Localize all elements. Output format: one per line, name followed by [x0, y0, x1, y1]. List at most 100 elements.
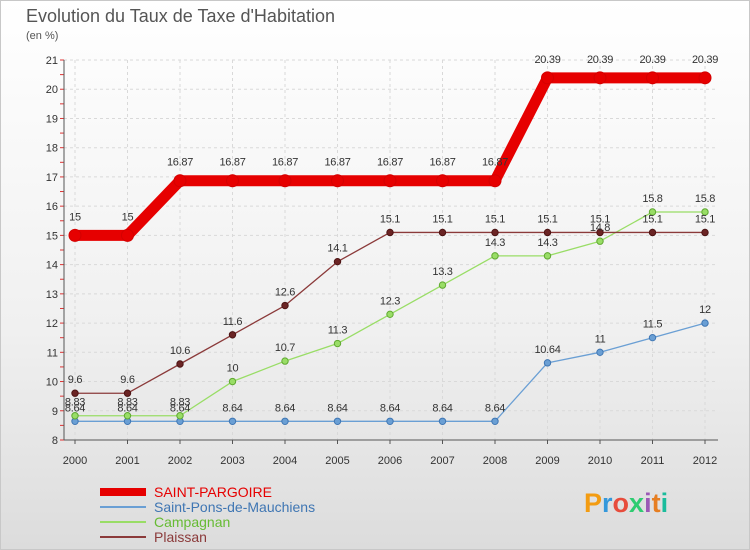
data-point — [596, 228, 604, 237]
data-point — [386, 417, 394, 425]
legend-swatch — [100, 487, 146, 496]
chart-unit-label: (en %) — [26, 30, 59, 42]
data-point — [701, 319, 709, 327]
legend-label: Plaissan — [154, 528, 207, 545]
logo-letter: i — [644, 488, 652, 518]
data-label: 20.39 — [639, 54, 665, 66]
data-point — [281, 417, 289, 425]
data-point — [698, 71, 712, 85]
proxiti-logo: Proxiti — [584, 488, 668, 519]
x-tick-label: 2012 — [693, 455, 717, 467]
y-tick-label: 20 — [46, 84, 58, 96]
legend-swatch — [100, 520, 146, 523]
data-point — [121, 228, 134, 242]
data-label: 11.6 — [223, 316, 243, 328]
data-point — [543, 359, 552, 367]
data-point — [386, 310, 394, 319]
data-label: 20.39 — [692, 54, 718, 66]
data-label: 15.8 — [642, 193, 662, 205]
data-label: 20.39 — [534, 54, 560, 66]
data-label: 8.64 — [275, 402, 295, 414]
series-group — [68, 71, 712, 425]
data-label: 11.5 — [643, 319, 663, 331]
data-label: 15.1 — [590, 213, 610, 225]
logo-letter: x — [629, 488, 645, 518]
y-tick-label: 10 — [46, 377, 58, 389]
data-point — [438, 417, 447, 425]
legend-label: Saint-Pons-de-Mauchiens — [154, 498, 316, 515]
data-point — [491, 252, 499, 260]
data-label: 15 — [69, 211, 81, 223]
data-label: 16.87 — [377, 157, 403, 169]
data-point — [176, 412, 184, 420]
data-label: 8.64 — [327, 402, 347, 414]
data-label: 15.8 — [695, 193, 715, 205]
data-label: 12.3 — [380, 295, 400, 307]
data-labels: 15 15 16.87 16.87 16.87 16.87 16.87 16.87 16.87 2… — [65, 54, 719, 414]
data-point — [596, 237, 604, 245]
data-point — [331, 174, 344, 188]
data-label: 8.83 — [117, 397, 137, 409]
data-point — [281, 357, 289, 365]
data-point — [488, 174, 502, 188]
data-point — [68, 228, 82, 242]
x-tick-label: 2009 — [535, 455, 559, 467]
data-point — [648, 333, 657, 342]
data-point — [176, 360, 184, 368]
data-point — [648, 208, 657, 216]
data-label: 14.3 — [537, 237, 557, 249]
x-tick-label: 2011 — [641, 455, 665, 467]
legend-item-saint-pons-de-mauchiens: Saint-Pons-de-Mauchiens — [100, 499, 315, 514]
data-point — [593, 71, 607, 85]
data-point — [438, 281, 447, 289]
logo-letter: r — [602, 488, 613, 518]
data-label: 14.1 — [327, 243, 347, 255]
legend-item-campagnan: Campagnan — [100, 514, 315, 529]
data-label: 11.3 — [328, 325, 348, 337]
data-point — [123, 389, 132, 397]
data-point — [123, 412, 132, 420]
y-tick-label: 21 — [46, 55, 58, 67]
data-label: 10.64 — [534, 344, 560, 356]
y-tick-label: 14 — [46, 260, 58, 272]
y-tick-label: 9 — [52, 406, 58, 418]
x-tick-label: 2003 — [220, 455, 244, 467]
data-label: 16.87 — [219, 157, 245, 169]
x-tick-label: 2004 — [273, 455, 297, 467]
data-point — [436, 174, 449, 188]
data-label: 11 — [595, 333, 606, 345]
x-tick-label: 2007 — [430, 455, 454, 467]
y-tick-label: 13 — [46, 289, 58, 301]
data-label: 8.64 — [432, 402, 452, 414]
y-tick-label: 8 — [52, 435, 58, 447]
data-point — [541, 71, 554, 85]
data-label: 15.1 — [380, 213, 400, 225]
logo-letter: o — [612, 488, 630, 518]
data-point — [386, 228, 394, 237]
data-label: 12.6 — [275, 287, 295, 299]
x-tick-label: 2001 — [115, 455, 139, 467]
data-label: 15.1 — [485, 213, 505, 225]
data-point — [646, 71, 659, 85]
legend-item-plaissan: Plaissan — [100, 529, 315, 544]
data-label: 10 — [227, 363, 239, 375]
data-point — [228, 377, 237, 386]
data-point — [543, 252, 552, 260]
y-tick-label: 17 — [46, 172, 58, 184]
data-label: 12 — [699, 304, 711, 316]
data-point — [333, 257, 342, 266]
data-point — [543, 228, 552, 237]
data-label: 8.64 — [485, 402, 505, 414]
data-label: 8.83 — [65, 397, 85, 409]
x-tick-label: 2006 — [378, 455, 402, 467]
data-point — [71, 389, 79, 397]
x-tick-label: 2002 — [168, 455, 192, 467]
data-point — [226, 174, 239, 188]
data-label: 15 — [122, 211, 134, 223]
data-label: 9.6 — [68, 374, 83, 386]
data-label: 15.1 — [642, 213, 662, 225]
data-label: 16.87 — [272, 157, 298, 169]
y-tick-label: 16 — [46, 201, 58, 213]
data-point — [648, 228, 657, 237]
